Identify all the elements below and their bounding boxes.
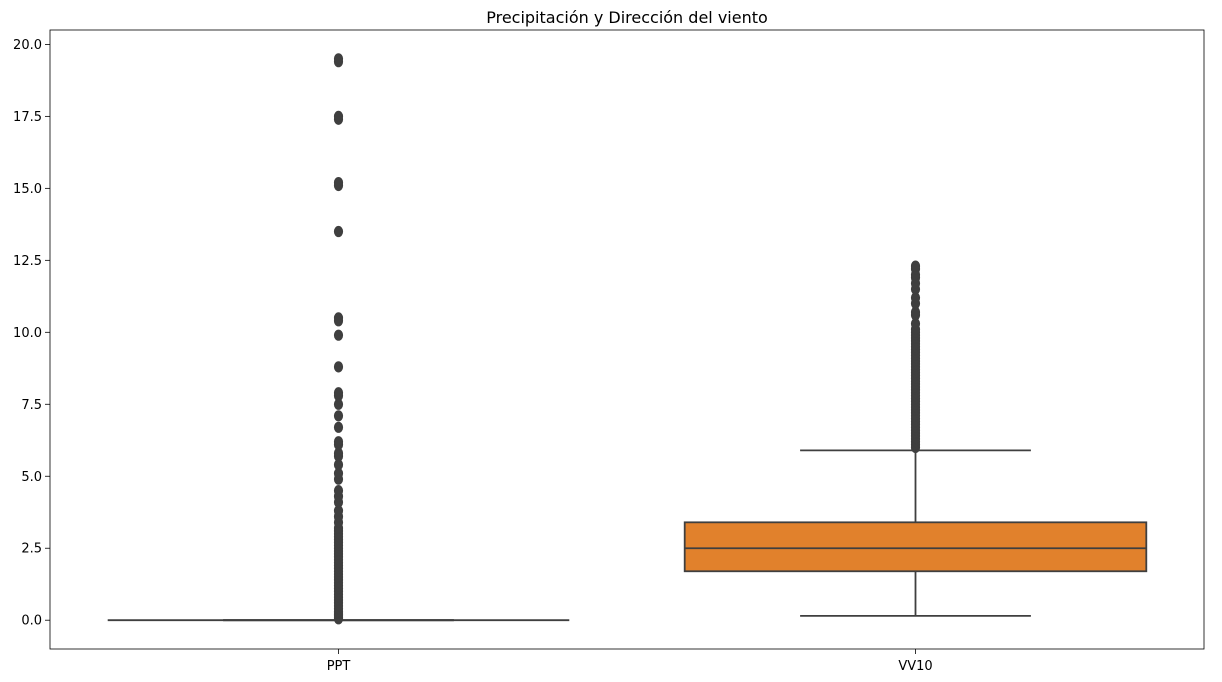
box-group-vv10 [683,260,1148,617]
y-tick-label: 7.5 [21,398,42,413]
y-tick-label: 0.0 [21,614,42,629]
outlier-point [333,329,344,341]
outlier-point [333,421,344,433]
y-tick-label: 20.0 [13,38,42,53]
chart-title: Precipitación y Dirección del viento [486,8,768,27]
y-tick-label: 2.5 [21,542,42,557]
y-tick-label: 17.5 [13,110,42,125]
outlier-point [333,312,344,324]
boxes [107,53,1148,625]
y-tick-label: 12.5 [13,254,42,269]
y-tick-label: 10.0 [13,326,42,341]
y-tick-label: 15.0 [13,182,42,197]
x-axis: PPT VV10 [327,649,933,674]
outlier-point [333,387,344,399]
outlier-point [333,53,344,65]
outlier-point [333,485,344,497]
outlier-point [333,436,344,448]
x-tick-label: PPT [327,659,351,674]
outlier-point [333,361,344,373]
y-axis: 0.0 2.5 5.0 7.5 10.0 12.5 15.0 17.5 20.0 [13,38,50,629]
x-tick-label: VV10 [898,659,932,674]
box-iqr [683,521,1148,573]
outlier-point [333,176,344,189]
y-tick-label: 5.0 [21,470,42,485]
outlier-point [910,260,921,272]
box-group-ppt [107,53,570,625]
outlier-point [333,410,344,422]
outlier-point [333,225,344,238]
outlier-point [333,110,344,122]
